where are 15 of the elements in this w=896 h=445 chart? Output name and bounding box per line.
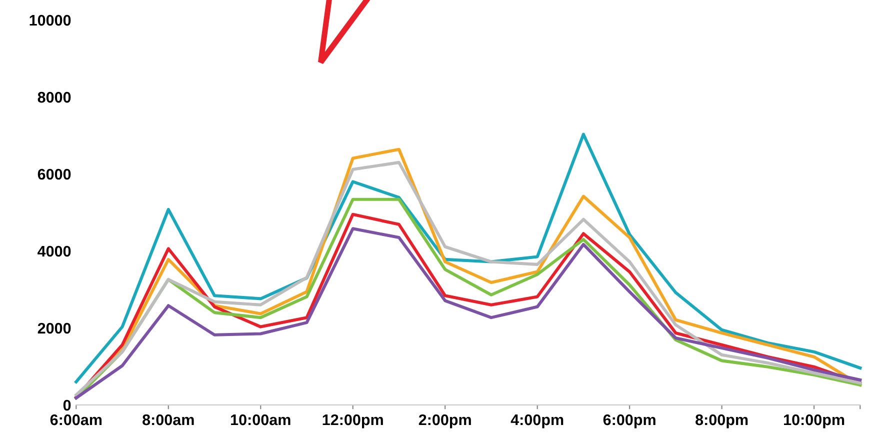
x-tick-label: 4:00pm (510, 414, 564, 428)
x-tick-label: 10:00pm (784, 414, 844, 428)
x-tick-label: 10:00am (231, 414, 290, 426)
y-tick-label: 10000 (30, 14, 71, 26)
x-tick-label: 6:00am (50, 414, 102, 426)
x-tick-label: 8:00am (142, 414, 194, 426)
y-tick-label: 8000 (38, 92, 71, 103)
x-tick-label: 8:00pm (696, 414, 748, 428)
x-tick-label: 2:00pm (418, 414, 471, 428)
y-tick-label: 0 (63, 400, 71, 411)
y-tick-label: 4000 (38, 246, 71, 257)
y-tick-label: 2000 (38, 322, 71, 334)
x-tick-label: 6:00pm (603, 414, 656, 428)
x-tick-label: 12:00pm (322, 414, 383, 428)
y-tick-label: 6000 (38, 168, 71, 180)
